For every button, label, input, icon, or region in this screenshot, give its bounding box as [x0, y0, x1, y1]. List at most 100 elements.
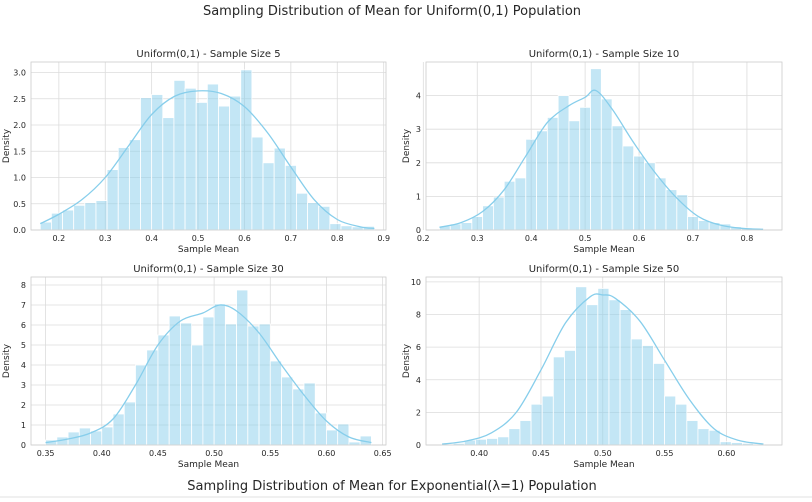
chart-3-bar-11 [168, 315, 181, 446]
chart-1-bar-20 [262, 162, 275, 231]
chart-1-bar-3 [73, 204, 86, 231]
chart-1-plot-frame [30, 61, 387, 231]
chart-1-bar-18 [240, 69, 253, 231]
chart-3-ytick-label: 3 [21, 381, 26, 390]
chart-3-xlabel: Sample Mean [178, 460, 239, 470]
chart-1-xtick-label: 0.2 [52, 234, 65, 243]
chart-1-ytick-label: 3.0 [13, 69, 26, 78]
chart-1-xtick-label: 0.7 [285, 234, 298, 243]
chart-1-xtick-label: 0.4 [145, 234, 158, 243]
chart-1-xtick-label: 0.8 [331, 234, 344, 243]
chart-4-bar-17 [630, 338, 643, 446]
chart-3-kde-line [45, 304, 372, 444]
chart-4-xtick-label: 0.60 [717, 449, 735, 458]
chart-3-xtick-label: 0.45 [149, 449, 167, 458]
chart-4-bar-20 [664, 395, 677, 446]
chart-4-bar-3 [475, 438, 487, 446]
chart-1-bar-27 [340, 225, 353, 231]
chart-3-ytick-label: 8 [21, 281, 26, 290]
chart-3-bar-27 [348, 441, 361, 446]
chart-4-bar-25 [719, 441, 732, 446]
chart-1-bar-19 [251, 136, 264, 231]
chart-4-bar-13 [586, 304, 599, 446]
chart-3-ytick-label: 2 [21, 401, 26, 410]
chart-3-ytick-label: 0 [21, 441, 26, 450]
chart-3-ytick-label: 6 [21, 321, 26, 330]
chart-panel-3: 0.35 0.40 0.45 0.50 0.55 0.60 0.65 0 1 2 3 4 5 6 7 8 Uni… [2, 264, 392, 470]
chart-4-bar-19 [653, 363, 665, 446]
chart-3-bar-16 [224, 323, 237, 446]
chart-2-ytick-label: 2 [416, 159, 421, 168]
chart-3-plot-frame [30, 276, 387, 446]
chart-2-ylabel: Density [402, 128, 412, 163]
chart-1-bar-22 [284, 165, 297, 231]
chart-panel-2: 0.2 0.3 0.4 0.5 0.6 0.7 0.8 0 1 2 3 4 Uniform(0,1) -… [402, 49, 783, 255]
chart-2-bar-19 [644, 162, 656, 231]
chart-1-bar-13 [184, 87, 197, 231]
chart-2-bar-11 [557, 95, 570, 231]
chart-3-bar-7 [123, 401, 136, 446]
chart-2-bar-9 [536, 130, 548, 231]
chart-4-bar-4 [486, 438, 499, 446]
chart-3-xtick-label: 0.40 [93, 449, 111, 458]
chart-2-bar-18 [633, 155, 645, 231]
chart-1-bar-10 [151, 94, 164, 231]
chart-2-bar-3 [471, 216, 484, 231]
chart-3-bar-8 [135, 364, 148, 446]
chart-2-bar-2 [460, 222, 473, 231]
chart-4-xtick-label: 0.45 [532, 449, 550, 458]
chart-4-bar-7 [519, 420, 532, 446]
chart-2-bar-16 [611, 125, 624, 231]
chart-3-bar-10 [157, 334, 170, 446]
chart-4-bar-21 [675, 403, 688, 446]
chart-4-ytick-label: 10 [411, 278, 421, 287]
chart-2-bar-7 [514, 177, 527, 231]
chart-4-bar-12 [575, 286, 588, 446]
chart-panel-4: 0.40 0.45 0.50 0.55 0.60 0 2 4 6 8 10 Uniform(0,1) … [402, 264, 783, 470]
chart-3-xtick-label: 0.65 [374, 449, 392, 458]
chart-4-xtick-label: 0.40 [470, 449, 488, 458]
chart-1-ytick-label: 2.0 [13, 121, 26, 130]
chart-1-bar-21 [273, 147, 286, 231]
chart-1-bar-7 [117, 147, 130, 231]
chart-3-bar-20 [269, 360, 282, 446]
chart-3-bar-9 [146, 349, 159, 446]
chart-4-ylabel: Density [402, 343, 412, 378]
chart-4-bar-9 [541, 395, 554, 446]
chart-2-kde-line [439, 89, 764, 230]
chart-4-ytick-label: 4 [416, 376, 421, 385]
chart-2-bar-5 [493, 196, 505, 231]
chart-1-bar-2 [62, 209, 75, 231]
chart-2-xlabel: Sample Mean [573, 245, 634, 255]
chart-4-bar-6 [508, 428, 521, 446]
chart-3-ytick-label: 1 [21, 421, 26, 430]
chart-2-title: Uniform(0,1) - Sample Size 10 [529, 49, 680, 60]
chart-1-bar-9 [140, 97, 153, 231]
chart-3-xtick-label: 0.50 [205, 449, 223, 458]
chart-3-bar-15 [213, 303, 226, 446]
chart-2-ytick-label: 3 [416, 125, 421, 134]
chart-3-xtick-label: 0.55 [261, 449, 279, 458]
chart-2-xtick-label: 0.8 [741, 234, 754, 243]
chart-3-ytick-label: 5 [21, 341, 26, 350]
chart-3-bar-4 [90, 430, 103, 446]
chart-1-ytick-label: 2.5 [13, 95, 26, 104]
chart-3-title: Uniform(0,1) - Sample Size 30 [133, 264, 284, 275]
chart-1-bar-23 [296, 192, 308, 231]
chart-2-xtick-label: 0.7 [687, 234, 700, 243]
chart-4-ytick-label: 0 [416, 441, 421, 450]
chart-4-bar-15 [608, 299, 621, 446]
chart-3-bar-25 [326, 429, 339, 446]
chart-1-xtick-label: 0.9 [377, 234, 390, 243]
chart-3-bar-12 [180, 322, 193, 446]
chart-4-bar-11 [564, 349, 576, 446]
chart-1-bar-24 [307, 202, 320, 231]
chart-2-xtick-label: 0.3 [471, 234, 484, 243]
chart-4-xlabel: Sample Mean [573, 460, 634, 470]
chart-4-bar-14 [597, 288, 610, 446]
chart-2-bar-15 [600, 98, 613, 231]
chart-3-xtick-label: 0.35 [37, 449, 55, 458]
chart-1-bar-8 [128, 139, 141, 231]
chart-1-bar-4 [84, 202, 97, 231]
chart-2-ytick-label: 4 [416, 92, 421, 101]
